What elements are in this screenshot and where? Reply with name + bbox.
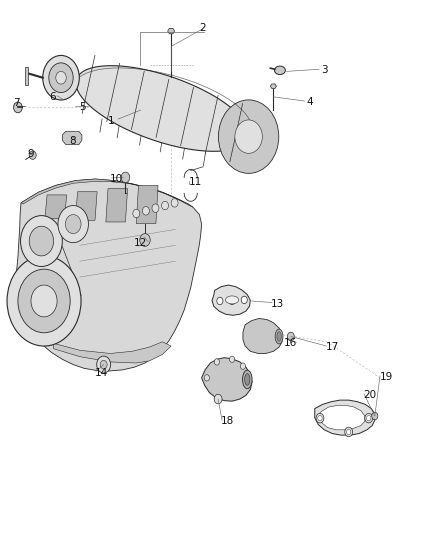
Text: 18: 18	[221, 416, 234, 426]
Circle shape	[372, 413, 378, 419]
Polygon shape	[45, 195, 67, 219]
Text: 16: 16	[284, 338, 297, 349]
Circle shape	[219, 100, 279, 173]
Circle shape	[97, 356, 111, 373]
Circle shape	[100, 360, 107, 369]
Circle shape	[31, 285, 57, 317]
Polygon shape	[136, 185, 158, 223]
Text: 5: 5	[80, 102, 86, 112]
Circle shape	[152, 204, 159, 213]
Polygon shape	[168, 28, 175, 34]
Circle shape	[345, 427, 353, 437]
Circle shape	[204, 375, 209, 381]
Circle shape	[365, 414, 373, 423]
Ellipse shape	[226, 296, 239, 304]
Circle shape	[346, 429, 351, 434]
Circle shape	[18, 269, 70, 333]
Circle shape	[49, 63, 73, 93]
Ellipse shape	[275, 66, 286, 75]
Ellipse shape	[275, 329, 283, 344]
Polygon shape	[315, 400, 375, 435]
Text: 1: 1	[108, 116, 115, 126]
Circle shape	[121, 172, 130, 183]
Circle shape	[230, 356, 235, 362]
Polygon shape	[21, 179, 193, 207]
Text: 20: 20	[364, 390, 377, 400]
Circle shape	[65, 215, 81, 233]
Circle shape	[29, 151, 36, 159]
Circle shape	[214, 359, 219, 365]
Polygon shape	[201, 358, 252, 401]
Circle shape	[142, 207, 149, 215]
Ellipse shape	[245, 374, 250, 385]
Text: 9: 9	[28, 149, 34, 159]
Text: 7: 7	[14, 98, 20, 108]
Polygon shape	[62, 131, 82, 144]
Polygon shape	[75, 192, 97, 220]
Polygon shape	[243, 318, 282, 353]
Polygon shape	[53, 342, 171, 363]
Circle shape	[56, 71, 66, 84]
Circle shape	[287, 332, 294, 341]
Text: 4: 4	[306, 97, 313, 107]
Text: 3: 3	[321, 66, 328, 75]
Ellipse shape	[243, 370, 252, 389]
Circle shape	[58, 206, 88, 243]
Circle shape	[229, 297, 235, 305]
Text: 14: 14	[95, 368, 108, 377]
Polygon shape	[270, 84, 276, 88]
Circle shape	[214, 394, 222, 404]
Circle shape	[316, 414, 324, 423]
Circle shape	[367, 416, 371, 421]
Circle shape	[140, 233, 150, 246]
Circle shape	[14, 102, 22, 113]
Circle shape	[7, 256, 81, 346]
Text: 19: 19	[380, 372, 393, 382]
Circle shape	[171, 199, 178, 207]
Circle shape	[29, 226, 53, 256]
Polygon shape	[106, 189, 127, 222]
Polygon shape	[212, 285, 251, 316]
Circle shape	[240, 363, 246, 369]
Circle shape	[162, 201, 169, 210]
Polygon shape	[16, 179, 201, 371]
Text: 10: 10	[110, 174, 124, 184]
Ellipse shape	[277, 332, 281, 341]
Circle shape	[21, 216, 62, 266]
Text: 6: 6	[49, 92, 56, 102]
Circle shape	[217, 297, 223, 305]
Circle shape	[235, 120, 262, 154]
Circle shape	[133, 209, 140, 217]
Text: 13: 13	[271, 298, 284, 309]
Text: 17: 17	[325, 342, 339, 352]
Circle shape	[318, 416, 322, 421]
Text: 2: 2	[199, 23, 206, 33]
Polygon shape	[76, 66, 249, 151]
Polygon shape	[319, 406, 365, 430]
Circle shape	[241, 296, 247, 304]
Polygon shape	[25, 67, 28, 85]
Text: 12: 12	[134, 238, 147, 248]
Text: 11: 11	[188, 176, 202, 187]
Text: 8: 8	[69, 136, 75, 146]
Circle shape	[43, 55, 79, 100]
